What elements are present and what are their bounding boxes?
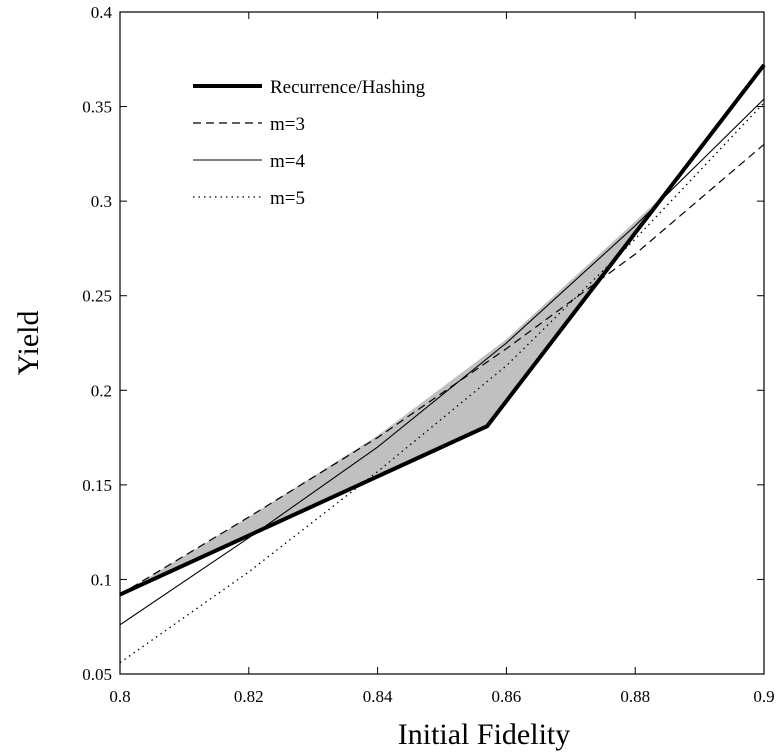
x-tick-label: 0.9	[753, 687, 774, 706]
x-tick-label: 0.82	[234, 687, 264, 706]
y-tick-label: 0.15	[82, 476, 112, 495]
series-layer	[119, 63, 766, 664]
y-tick-label: 0.25	[82, 287, 112, 306]
y-tick-label: 0.2	[91, 381, 112, 400]
shaded-region	[120, 186, 674, 595]
plot-frame	[119, 11, 765, 675]
legend-label-2: m=4	[270, 151, 305, 172]
x-tick-label: 0.86	[492, 687, 522, 706]
legend: Recurrence/Hashing m=3 m=4 m=5	[193, 77, 426, 209]
y-tick-label: 0.1	[91, 570, 112, 589]
y-tick-label: 0.05	[82, 665, 112, 684]
legend-label-0: Recurrence/Hashing	[270, 77, 426, 98]
y-tick-label: 0.3	[91, 192, 112, 211]
legend-label-3: m=5	[270, 188, 305, 209]
shaded-region-layer	[120, 186, 674, 595]
x-axis-title: Initial Fidelity	[398, 718, 571, 751]
y-tick-label: 0.4	[91, 3, 113, 22]
series-line-3	[119, 102, 765, 664]
series-line-0	[119, 63, 766, 597]
y-tick-label: 0.35	[82, 98, 112, 117]
series-line-1	[119, 143, 765, 596]
x-tick-label: 0.88	[620, 687, 650, 706]
x-tick-label: 0.8	[109, 687, 130, 706]
y-axis: 0.05 0.1 0.15 0.2 0.25 0.3 0.35 0.4	[82, 3, 764, 684]
y-axis-title: Yield	[12, 311, 45, 376]
x-tick-label: 0.84	[363, 687, 393, 706]
legend-label-1: m=3	[270, 114, 305, 135]
x-axis: 0.8 0.82 0.84 0.86 0.88 0.9	[109, 12, 775, 706]
